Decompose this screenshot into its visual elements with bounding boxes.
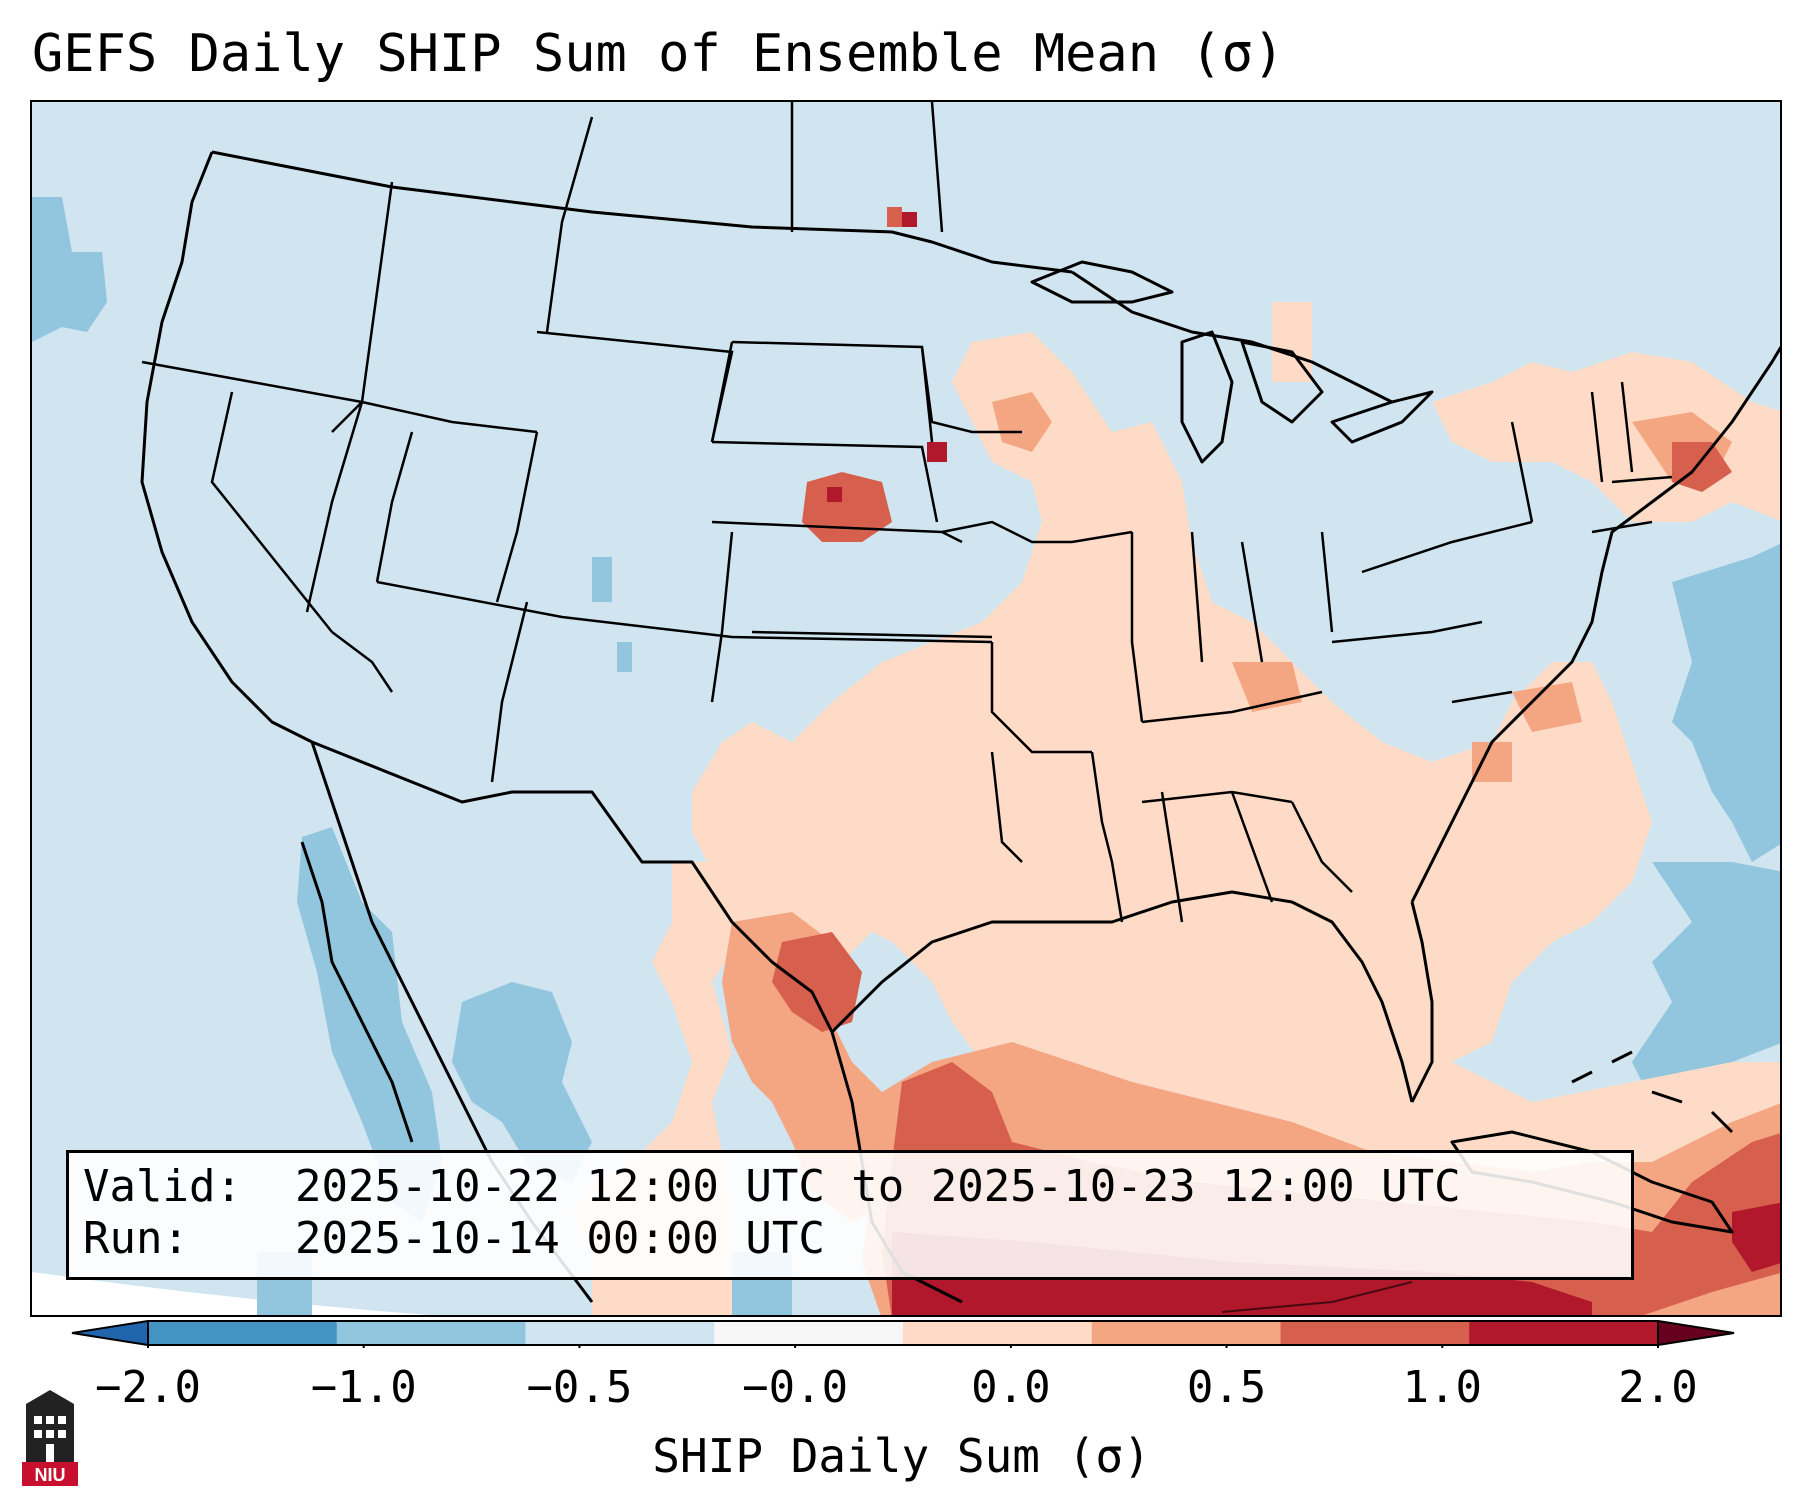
run-value: 2025-10-14 00:00 UTC [295,1213,825,1264]
colorbar-outline-ends-right [1657,1320,1735,1346]
logo-text: NIU [35,1465,66,1485]
colorbar-tick-label: −0.0 [742,1362,849,1413]
colorbar-label: SHIP Daily Sum (σ) [652,1429,1151,1483]
colorbar-segment [1280,1321,1470,1345]
colorbar-extend-low [72,1321,148,1345]
valid-label: Valid: [83,1161,242,1212]
colorbar-tick-label: 0.0 [971,1362,1051,1413]
colorbar-segments [148,1321,1659,1345]
map-detail-lines [1221,1281,1413,1313]
colorbar-segment [525,1321,715,1345]
colorbar-segment [1091,1321,1281,1345]
colorbar-tick-label: 2.0 [1618,1362,1698,1413]
colorbar-segment [714,1321,904,1345]
map-title: GEFS Daily SHIP Sum of Ensemble Mean (σ) [32,24,1285,84]
colorbar-outline-ends [71,1320,149,1346]
colorbar-segment [903,1321,1093,1345]
valid-row: Valid: 2025-10-22 12:00 UTC to 2025-10-23… [83,1161,1617,1213]
colorbar-outline [147,1320,1659,1346]
colorbar [71,1320,1735,1348]
coastlines-and-borders [140,150,1780,1304]
valid-time-box: Valid: 2025-10-22 12:00 UTC to 2025-10-23… [66,1150,1634,1280]
colorbar-tick-label: −2.0 [95,1362,201,1413]
colorbar-extend-high [1658,1321,1734,1345]
run-label: Run: [83,1213,189,1264]
state-boundaries [141,102,1673,923]
map-panel [30,100,1782,1317]
colorbar-tick-label: −0.5 [526,1362,633,1413]
colorbar-tick-label: −1.0 [310,1362,417,1413]
colorbar-segment [336,1321,526,1345]
projection-edge [32,1272,430,1315]
colorbar-segment [1469,1321,1659,1345]
colorbar-tick-label: 0.5 [1186,1362,1267,1413]
valid-value: 2025-10-22 12:00 UTC to 2025-10-23 12:00… [295,1161,1461,1212]
colorbar-segment [148,1321,338,1345]
colorbar-tick-label: 1.0 [1402,1362,1483,1413]
run-row: Run: 2025-10-14 00:00 UTC [83,1213,1617,1265]
university-tower-icon: NIU [22,1390,78,1486]
map-canvas [32,102,1780,1315]
